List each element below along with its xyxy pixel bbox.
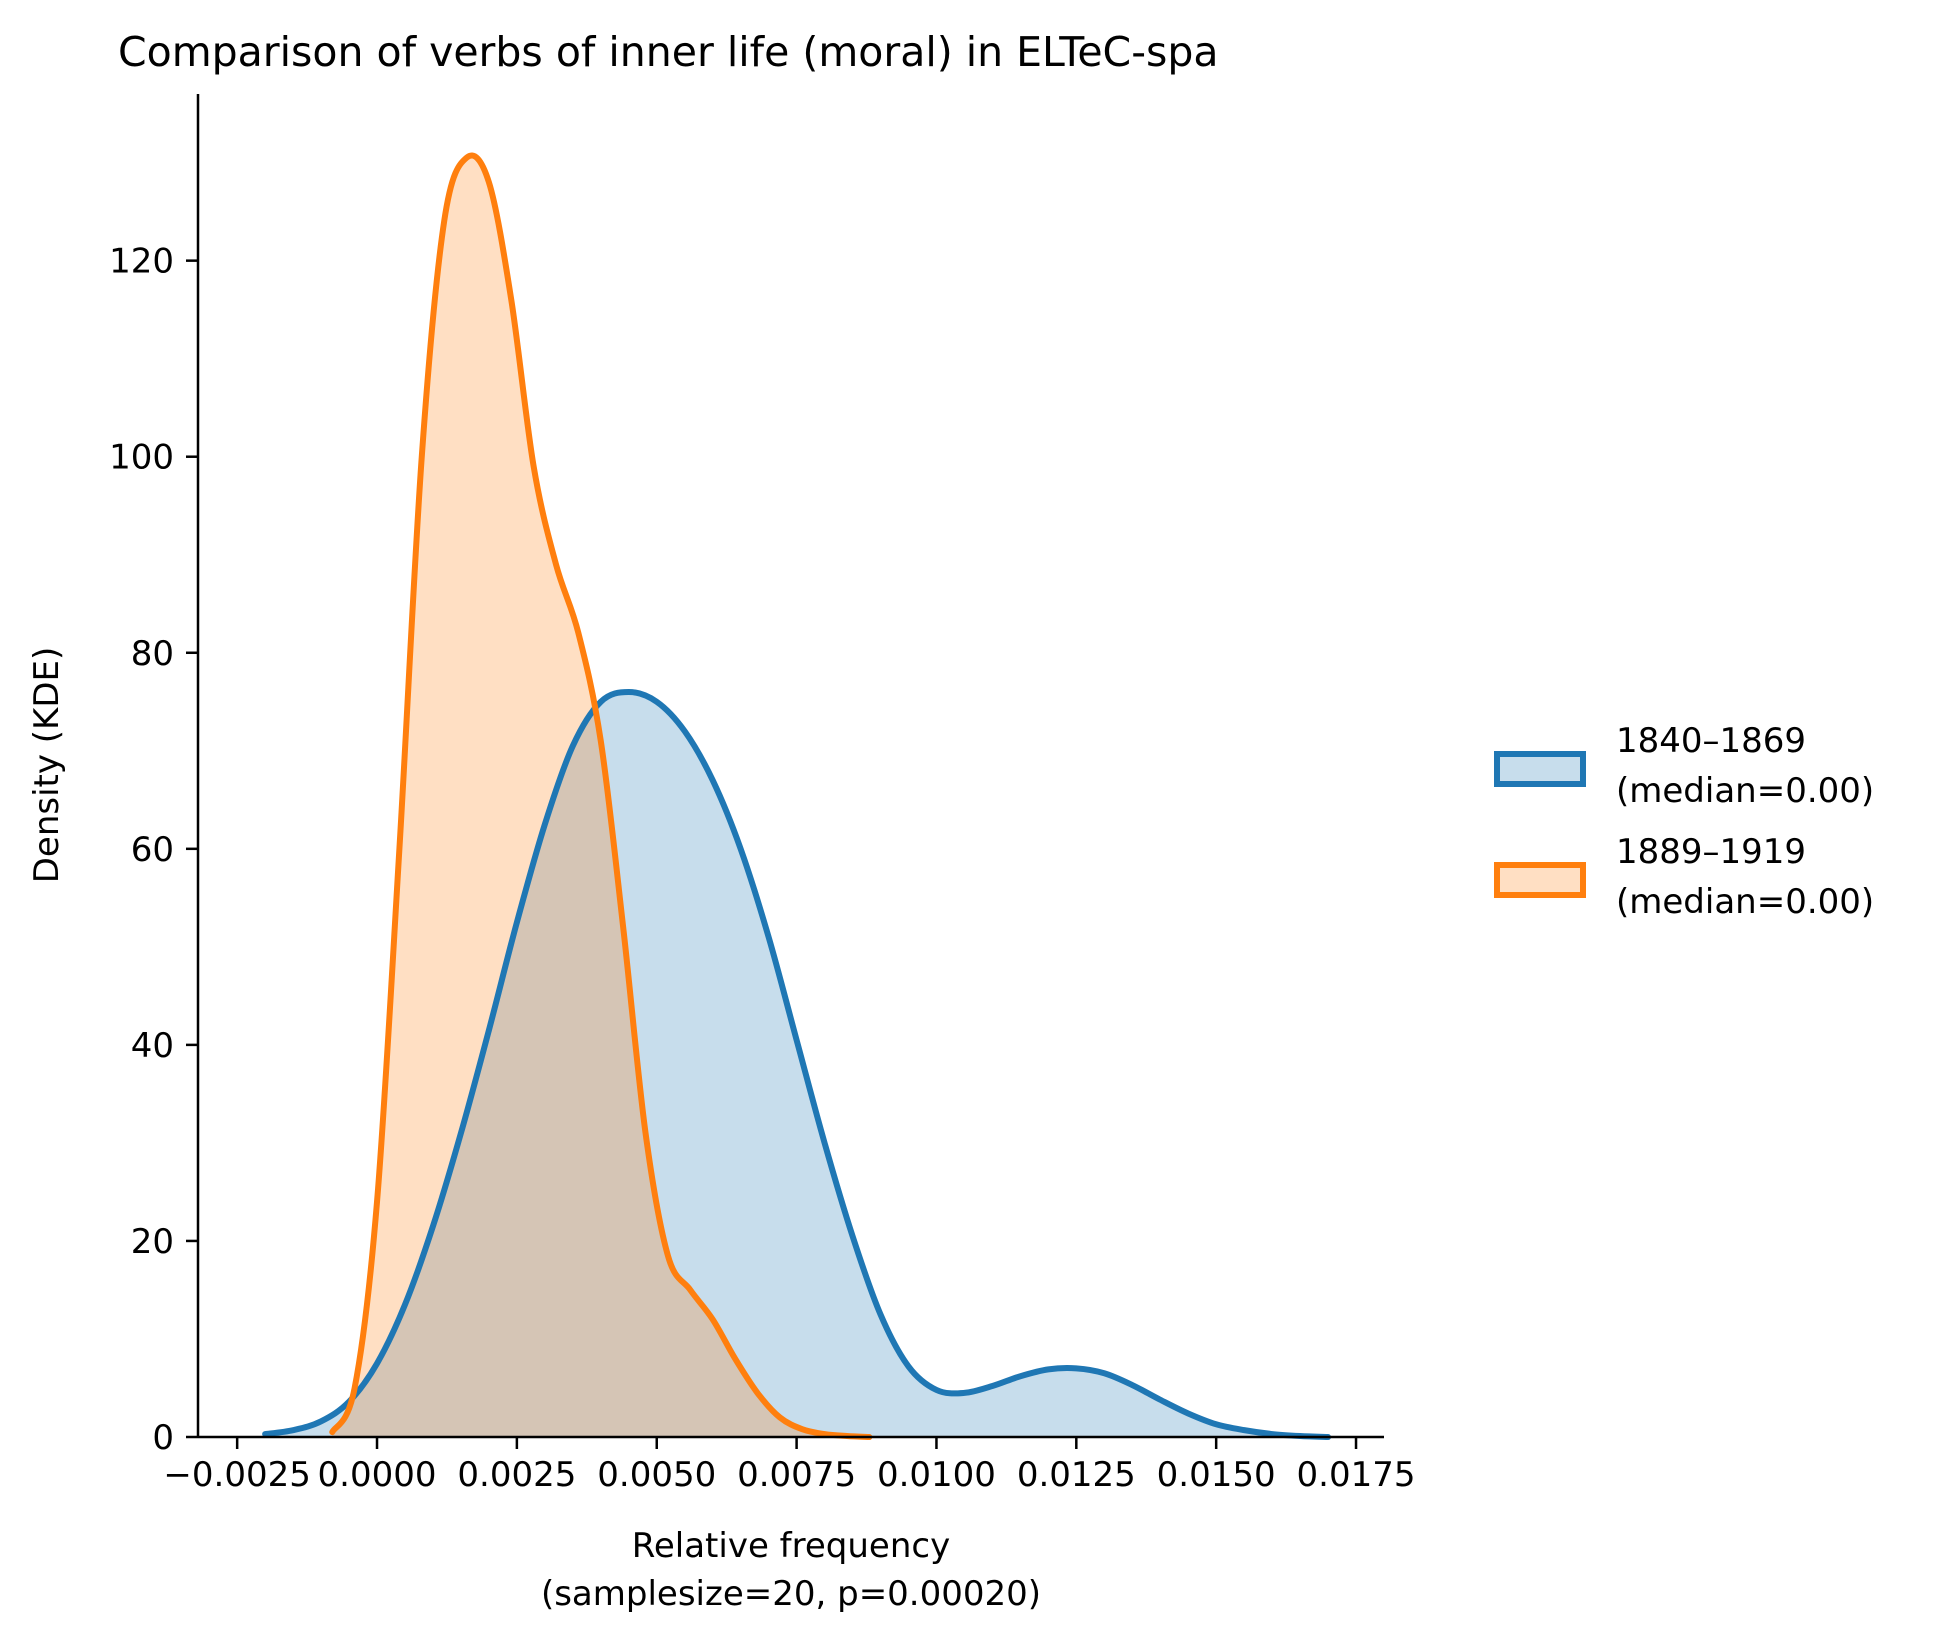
legend-sublabel-1840-1869: (median=0.00) xyxy=(1616,771,1874,811)
y-tick-label: 0 xyxy=(152,1418,174,1458)
legend-swatch-1840-1869 xyxy=(1494,751,1586,787)
x-tick-label: 0.0075 xyxy=(737,1455,856,1495)
y-tick-label: 120 xyxy=(109,242,174,282)
x-tick-label: 0.0150 xyxy=(1157,1455,1276,1495)
x-tick-label: 0.0125 xyxy=(1017,1455,1136,1495)
x-tick-label: 0.0175 xyxy=(1297,1455,1416,1495)
legend: 1840–1869 (median=0.00) 1889–1919 (media… xyxy=(1494,721,1874,922)
y-tick-label: 20 xyxy=(131,1222,174,1262)
plot-area xyxy=(262,152,1332,1440)
x-tick-label: 0.0100 xyxy=(877,1455,996,1495)
x-tick-label: −0.0025 xyxy=(163,1455,310,1495)
x-tick-label: 0.0050 xyxy=(597,1455,716,1495)
x-axis-label-sub: (samplesize=20, p=0.00020) xyxy=(541,1574,1041,1614)
x-tick-label: 0.0025 xyxy=(457,1455,576,1495)
legend-sublabel-1889-1919: (median=0.00) xyxy=(1616,882,1874,922)
y-tick-label: 40 xyxy=(131,1026,174,1066)
y-axis-label: Density (KDE) xyxy=(27,647,67,884)
chart-title: Comparison of verbs of inner life (moral… xyxy=(118,28,1219,76)
y-axis-ticks: 0 20 40 60 80 100 120 xyxy=(109,242,198,1458)
x-tick-label: 0.0000 xyxy=(318,1455,437,1495)
legend-swatch-1889-1919 xyxy=(1494,862,1586,898)
density-lines xyxy=(262,152,1332,1440)
legend-label-1889-1919: 1889–1919 xyxy=(1616,832,1806,872)
legend-label-1840-1869: 1840–1869 xyxy=(1616,721,1806,761)
x-axis-label: Relative frequency xyxy=(632,1526,950,1566)
density-line-1840-1869 xyxy=(262,688,1332,1440)
y-tick-label: 60 xyxy=(131,830,174,870)
density-line-1889-1919 xyxy=(329,152,873,1440)
y-tick-label: 100 xyxy=(109,438,174,478)
y-tick-label: 80 xyxy=(131,634,174,674)
x-axis-ticks: −0.0025 0.0000 0.0025 0.0050 0.0075 0.0100 0.0… xyxy=(163,1437,1416,1495)
